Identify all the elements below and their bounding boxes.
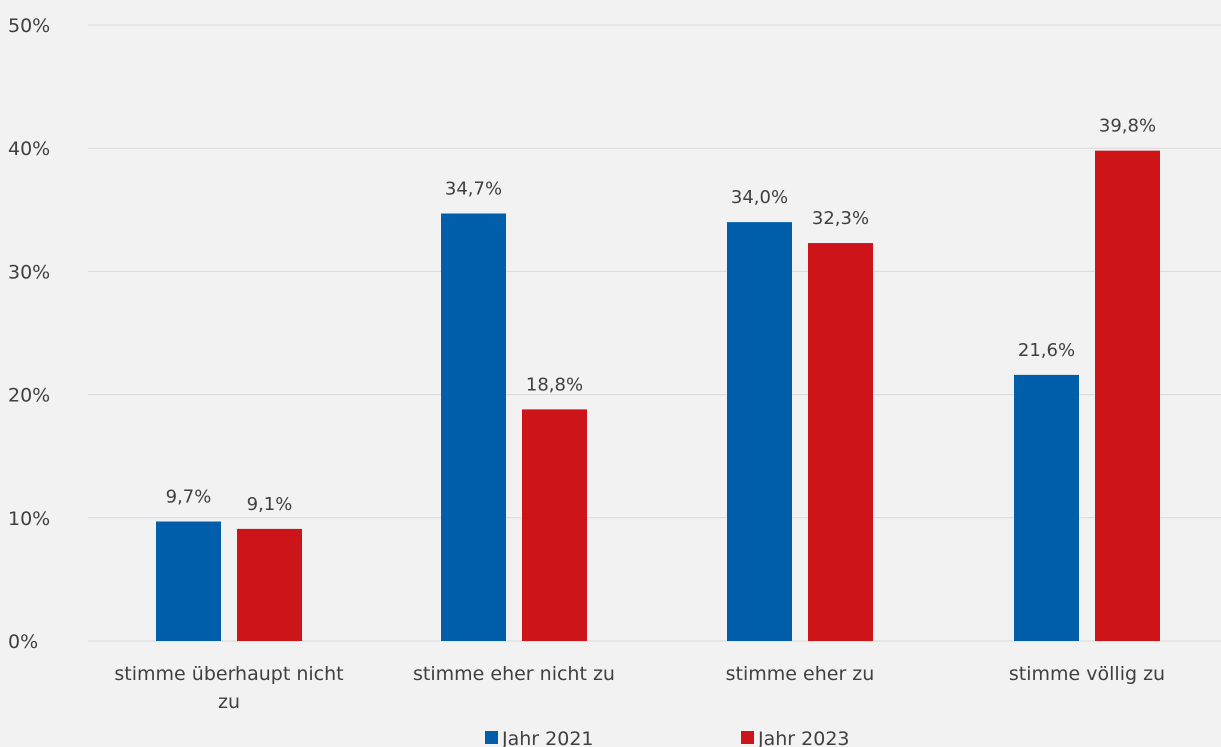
x-category-label: stimme überhaupt nicht <box>114 663 343 685</box>
data-label: 34,7% <box>445 178 502 199</box>
legend-swatch <box>741 731 754 744</box>
bar <box>808 243 873 641</box>
bar <box>727 222 792 641</box>
data-label: 18,8% <box>526 374 583 395</box>
bar <box>522 409 587 641</box>
x-category-label: stimme eher zu <box>726 663 875 685</box>
y-tick-label: 50% <box>8 15 50 37</box>
data-label: 9,1% <box>247 494 293 515</box>
bar <box>1014 374 1079 641</box>
legend-label: Jahr 2023 <box>757 728 850 747</box>
bar <box>237 528 302 641</box>
bar <box>156 521 221 641</box>
x-category-label: zu <box>218 691 240 713</box>
legend-swatch <box>485 731 498 744</box>
data-label: 34,0% <box>731 187 788 208</box>
y-tick-label: 0% <box>8 631 38 653</box>
data-label: 32,3% <box>812 208 869 229</box>
y-tick-label: 10% <box>8 508 50 530</box>
data-label: 21,6% <box>1018 340 1075 361</box>
x-category-label: stimme völlig zu <box>1009 663 1165 685</box>
data-label: 9,7% <box>166 486 212 507</box>
y-tick-label: 40% <box>8 138 50 160</box>
legend-label: Jahr 2021 <box>501 728 594 747</box>
y-tick-label: 20% <box>8 385 50 407</box>
bar <box>1095 150 1160 641</box>
y-tick-label: 30% <box>8 261 50 283</box>
bar <box>441 213 506 641</box>
x-category-label: stimme eher nicht zu <box>413 663 615 685</box>
data-label: 39,8% <box>1099 116 1156 137</box>
